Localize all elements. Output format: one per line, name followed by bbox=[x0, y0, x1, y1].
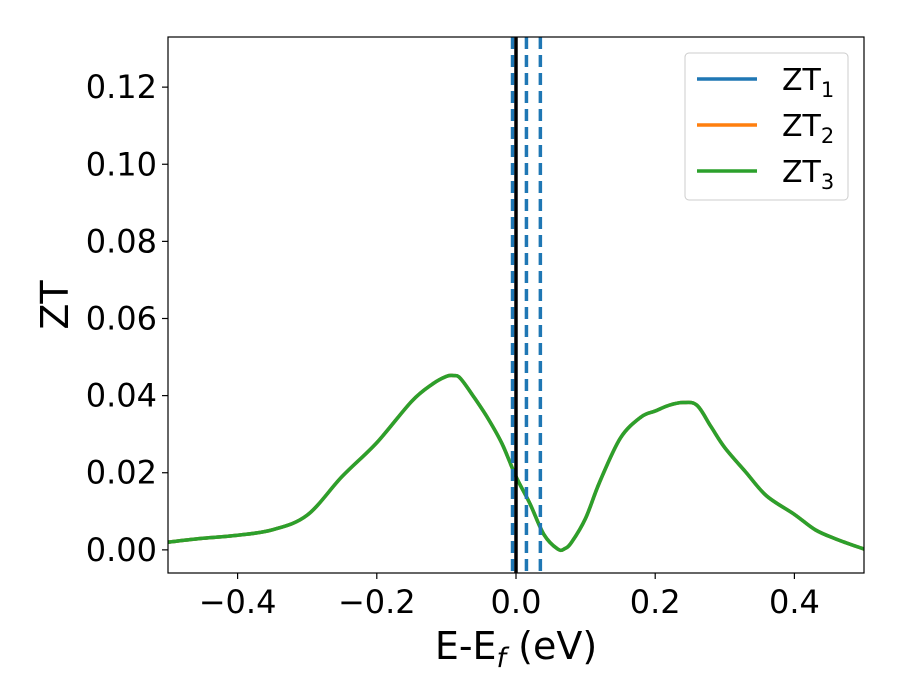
legend-label-2: ZT2 bbox=[782, 109, 834, 148]
y-axis-title: ZT bbox=[33, 280, 77, 330]
y-tick-label: 0.00 bbox=[86, 531, 157, 569]
y-tick-label: 0.10 bbox=[86, 145, 157, 183]
x-axis-title: E-Ef (eV) bbox=[435, 624, 597, 674]
x-tick-label: 0.2 bbox=[630, 583, 681, 621]
y-tick-label: 0.12 bbox=[86, 68, 157, 106]
legend-label-3: ZT3 bbox=[782, 155, 834, 194]
series-line-3 bbox=[168, 373, 864, 553]
y-tick-label: 0.02 bbox=[86, 454, 157, 492]
x-axis-ticks: −0.4 −0.2 0.0 0.2 0.4 bbox=[199, 573, 820, 621]
x-tick-label: 0.0 bbox=[491, 583, 542, 621]
y-tick-label: 0.06 bbox=[86, 299, 157, 337]
y-tick-label: 0.04 bbox=[86, 377, 157, 415]
vertical-lines bbox=[510, 37, 543, 573]
y-axis-ticks: 0.00 0.02 0.04 0.06 0.08 0.10 0.12 bbox=[86, 68, 168, 569]
legend: ZT1 ZT2 ZT3 bbox=[684, 52, 849, 201]
x-tick-label: −0.4 bbox=[199, 583, 277, 621]
y-tick-label: 0.08 bbox=[86, 222, 157, 260]
x-tick-label: 0.4 bbox=[769, 583, 820, 621]
legend-label-1: ZT1 bbox=[782, 63, 834, 102]
x-tick-label: −0.2 bbox=[338, 583, 416, 621]
series-layer bbox=[168, 373, 864, 553]
legend-box bbox=[684, 52, 849, 201]
